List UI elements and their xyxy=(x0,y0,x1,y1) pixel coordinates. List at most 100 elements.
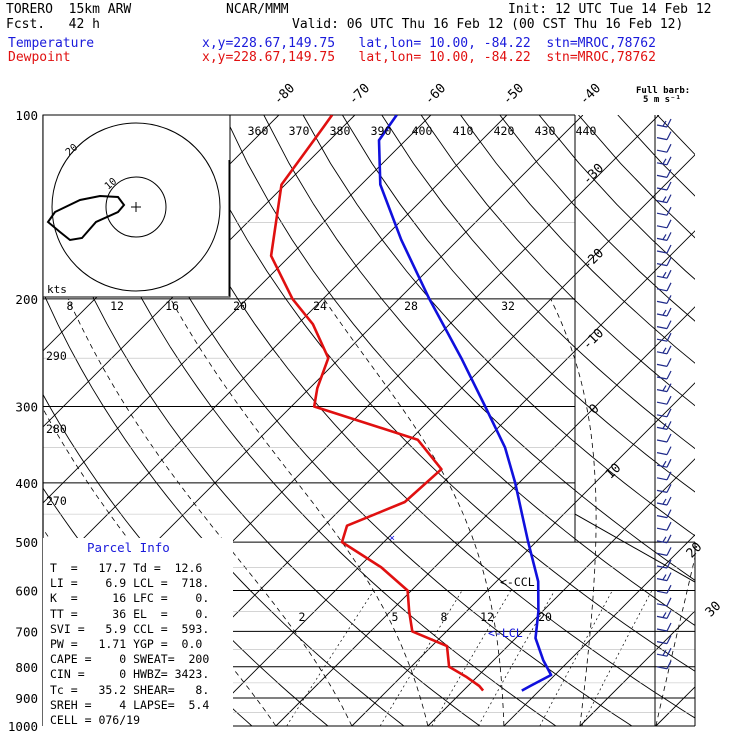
hodograph-trace xyxy=(46,194,126,242)
wind-barb-half xyxy=(662,234,667,240)
model-name: TORERO 15km ARW xyxy=(6,2,132,17)
parcel-info-title: Parcel Info xyxy=(87,540,170,555)
isotherm-label: -60 xyxy=(422,81,449,108)
wind-barb-half xyxy=(662,423,667,429)
right-axis-slant xyxy=(574,513,696,583)
wind-barb-half xyxy=(662,158,667,165)
theta-label: 390 xyxy=(371,124,392,138)
theta-left-label: 270 xyxy=(46,494,67,508)
wind-barb xyxy=(656,653,668,657)
theta-label: 420 xyxy=(494,124,515,138)
wind-barb xyxy=(656,489,668,493)
location-dewpoint: x,y=228.67,149.75 lat,lon= 10.00, -84.22… xyxy=(202,50,656,65)
wind-barb xyxy=(656,149,668,153)
isotherm-line xyxy=(275,306,695,727)
wind-barb-flag xyxy=(666,521,672,531)
wind-barb xyxy=(656,300,668,304)
mixing-ratio-label: 5 xyxy=(392,610,399,624)
wind-barb xyxy=(656,250,668,254)
wind-barb xyxy=(656,452,668,456)
wind-barb xyxy=(656,552,668,556)
theta-left-label: 280 xyxy=(46,422,67,436)
wind-barb-flag xyxy=(666,647,672,657)
mixing-ratio-line xyxy=(379,590,463,727)
ccl-annotation: <-CCL xyxy=(500,575,535,589)
wind-barb xyxy=(656,124,668,128)
isotherm-label: -30 xyxy=(580,161,607,188)
forecast-hour: Fcst. 42 h xyxy=(6,17,100,32)
wind-barb xyxy=(656,401,668,405)
parcel-info-row: LI = 6.9 LCL = 718. xyxy=(50,576,210,591)
wind-barb-flag xyxy=(666,118,672,128)
wind-barb-flag xyxy=(666,358,672,367)
wind-barb xyxy=(656,263,668,267)
wind-barb-flag xyxy=(666,383,672,392)
wind-barb xyxy=(656,187,668,191)
wind-barb-flag xyxy=(666,534,672,544)
wind-barb-flag xyxy=(666,408,672,418)
pressure-tick-label: 100 xyxy=(15,108,38,123)
isotherm-line xyxy=(427,458,695,727)
dry-adiabat xyxy=(656,115,695,156)
wind-barb-flag xyxy=(666,332,672,342)
wind-barb-flag xyxy=(666,156,672,166)
isotherm-label: 0 xyxy=(586,401,602,417)
wind-barb xyxy=(656,174,668,178)
isotherm-label: -40 xyxy=(577,81,604,108)
mixing-ratio-label: 28 xyxy=(404,299,418,313)
wind-barb-flag xyxy=(666,295,672,304)
parcel-info-row: CIN = 0 HWBZ= 3423. xyxy=(50,667,210,682)
parcel-info-row: PW = 1.71 YGP = 0.0 xyxy=(50,637,203,651)
mixing-ratio-label: 24 xyxy=(313,299,327,313)
mixing-ratio-label: 8 xyxy=(441,610,448,624)
mixing-ratio-label: 20 xyxy=(538,610,552,624)
wind-barb xyxy=(656,162,668,166)
wind-barb-flag xyxy=(666,345,672,355)
wind-barb xyxy=(656,351,668,355)
wind-barb xyxy=(656,603,668,607)
barb-legend-line1: Full barb: xyxy=(636,86,691,96)
parcel-info-row: SREH = 4 LAPSE= 5.4 xyxy=(50,697,210,712)
wind-barb xyxy=(656,275,668,279)
wind-barb xyxy=(656,200,668,204)
theta-label: 440 xyxy=(576,124,597,138)
dry-adiabat xyxy=(420,115,695,407)
wind-barb-flag xyxy=(666,559,672,569)
isotherm-line xyxy=(503,534,695,727)
theta-label: 370 xyxy=(289,124,310,138)
parcel-info-row: SVI = 5.9 CCL = 593. xyxy=(50,621,210,636)
isotherm-label: -10 xyxy=(580,326,607,353)
pressure-tick-label: 500 xyxy=(15,535,38,550)
parcel-info-row: TT = 36 EL = 0. xyxy=(50,606,210,621)
barb-legend-line2: 5 m s⁻¹ xyxy=(643,95,681,105)
wind-barb xyxy=(656,313,668,317)
hodograph-ring-10 xyxy=(105,176,167,238)
wind-barb-flag xyxy=(666,496,672,506)
wind-barb-flag xyxy=(666,421,672,430)
wind-barb xyxy=(656,338,668,342)
wind-barb-half xyxy=(662,536,667,543)
wind-barb xyxy=(656,414,668,418)
wind-barb-half xyxy=(662,612,667,618)
wind-barb-flag xyxy=(666,257,672,266)
isotherm-label: -70 xyxy=(346,81,373,108)
wind-barb-half xyxy=(662,196,667,202)
wind-barb-flag xyxy=(666,131,672,140)
theta-label: 430 xyxy=(535,124,556,138)
legend-temperature: Temperature xyxy=(8,36,95,51)
dry-adiabat xyxy=(460,115,695,364)
init-time: Init: 12 UTC Tue 14 Feb 12 xyxy=(508,2,712,17)
wind-barb xyxy=(656,666,668,670)
wind-barb-half xyxy=(662,347,667,354)
isotherm-line xyxy=(655,686,695,727)
wind-barb-half xyxy=(662,498,667,505)
isotherm-label: -50 xyxy=(500,81,527,108)
mixing-ratio-label: 20 xyxy=(233,299,247,313)
pressure-tick-label: 400 xyxy=(15,476,38,491)
wind-barb-half xyxy=(662,120,667,127)
pressure-tick-label: 800 xyxy=(15,660,38,675)
wind-barb-flag xyxy=(666,610,672,619)
mixing-ratio-label: 32 xyxy=(501,299,515,313)
mixing-ratio-label: 12 xyxy=(480,610,494,624)
wind-barb xyxy=(656,389,668,393)
